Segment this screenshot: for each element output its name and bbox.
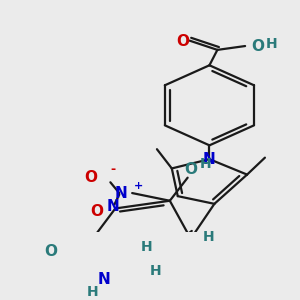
Text: +: + [134, 181, 143, 191]
Text: H: H [266, 37, 278, 51]
Text: N: N [98, 272, 111, 287]
Text: N: N [115, 186, 127, 201]
Text: H: H [141, 240, 153, 254]
Text: H: H [87, 285, 98, 298]
Text: N: N [107, 199, 120, 214]
Text: O: O [176, 34, 189, 49]
Text: O: O [44, 244, 57, 259]
Text: O: O [90, 204, 104, 219]
Text: O: O [184, 163, 197, 178]
Text: H: H [150, 264, 162, 278]
Text: H: H [200, 157, 211, 171]
Text: N: N [203, 152, 216, 167]
Text: -: - [110, 164, 116, 176]
Text: O: O [85, 170, 98, 185]
Text: O: O [251, 38, 264, 53]
Text: H: H [202, 230, 214, 244]
